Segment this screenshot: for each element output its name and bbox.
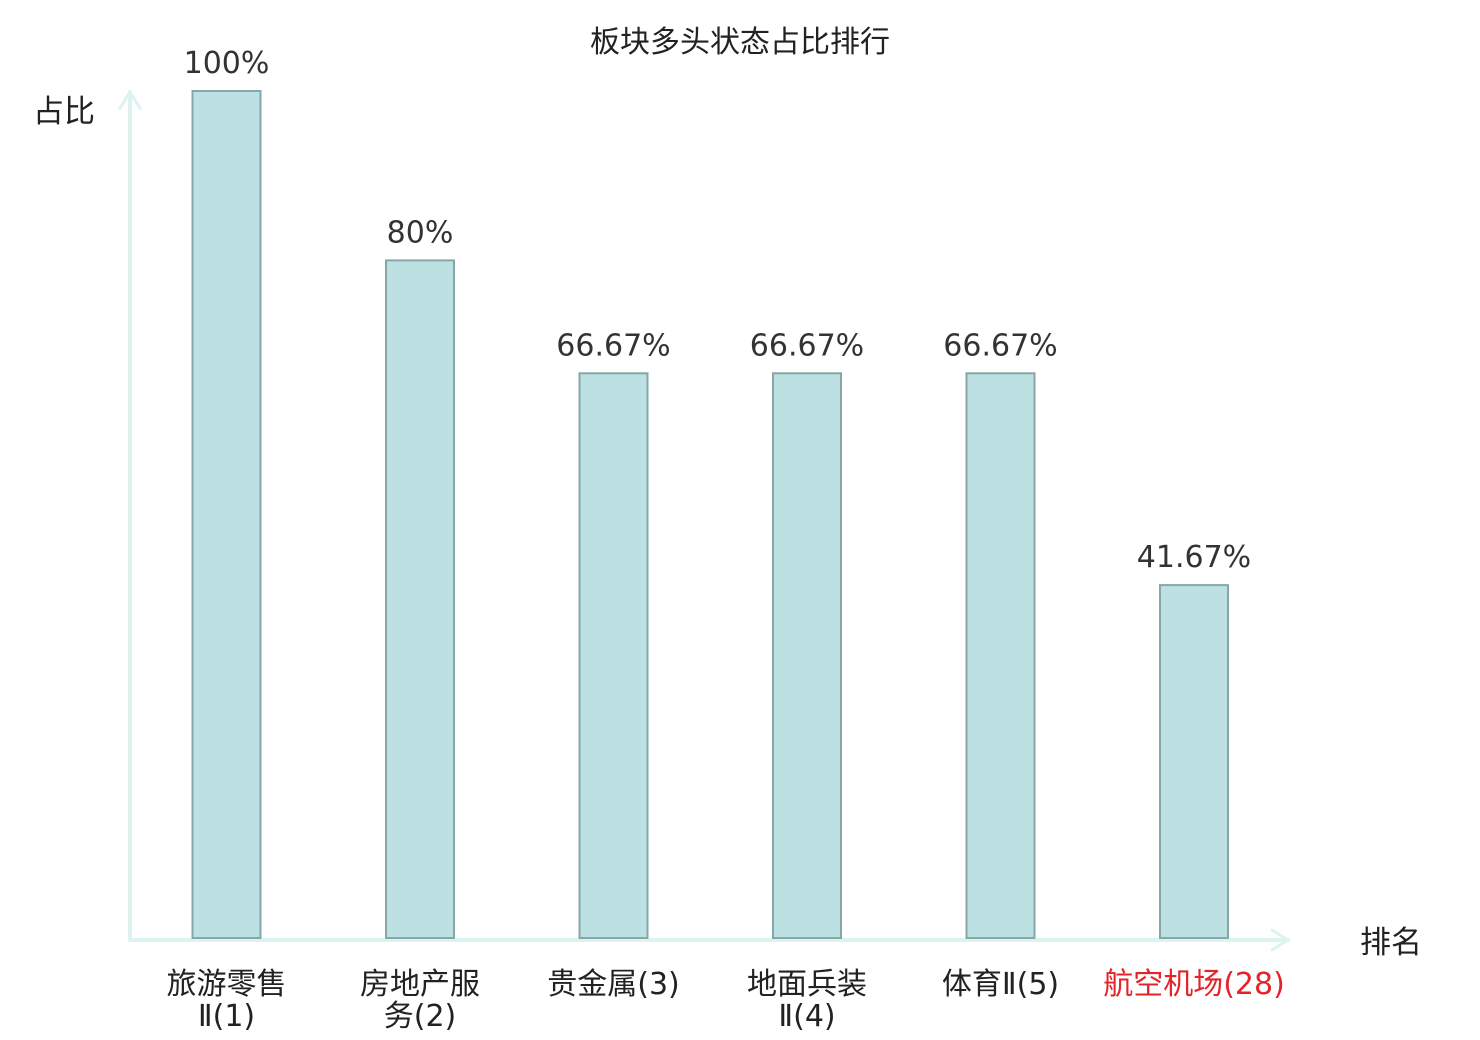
category-label: 航空机场(28) (1103, 967, 1285, 1002)
category-label: 旅游零售 (167, 967, 287, 1002)
y-axis-title: 占比 (33, 94, 95, 130)
x-axis-arrowhead (1270, 928, 1290, 952)
bars-group (191, 90, 1229, 939)
bar (385, 259, 455, 939)
bar-value-label: 80% (387, 215, 454, 250)
bar-value-label: 66.67% (750, 328, 864, 363)
bar (965, 372, 1036, 939)
chart-title: 板块多头状态占比排行 (590, 25, 890, 60)
category-label: 房地产服 (360, 967, 480, 1002)
value-labels-group: 100% 80% 66.67% 66.67% 66.67% 41.67% (184, 46, 1252, 575)
category-label: 贵金属(3) (547, 967, 680, 1002)
category-label: 务(2) (384, 999, 457, 1034)
bar-value-label: 66.67% (943, 328, 1057, 363)
x-axis-title: 排名 (1360, 925, 1422, 961)
x-axis (128, 928, 1290, 952)
category-label: 地面兵装 (747, 967, 867, 1002)
bar-value-label: 100% (184, 46, 270, 81)
category-label: Ⅱ(1) (198, 999, 255, 1034)
bar (772, 372, 842, 939)
category-label: 体育Ⅱ(5) (942, 967, 1059, 1002)
bar (1159, 584, 1229, 939)
bar-value-label: 66.67% (556, 328, 670, 363)
bar (191, 90, 262, 939)
category-label: Ⅱ(4) (778, 999, 835, 1034)
y-axis-arrowhead (118, 90, 142, 110)
bar (578, 372, 649, 939)
bar-value-label: 41.67% (1137, 540, 1251, 575)
y-axis (118, 90, 142, 942)
